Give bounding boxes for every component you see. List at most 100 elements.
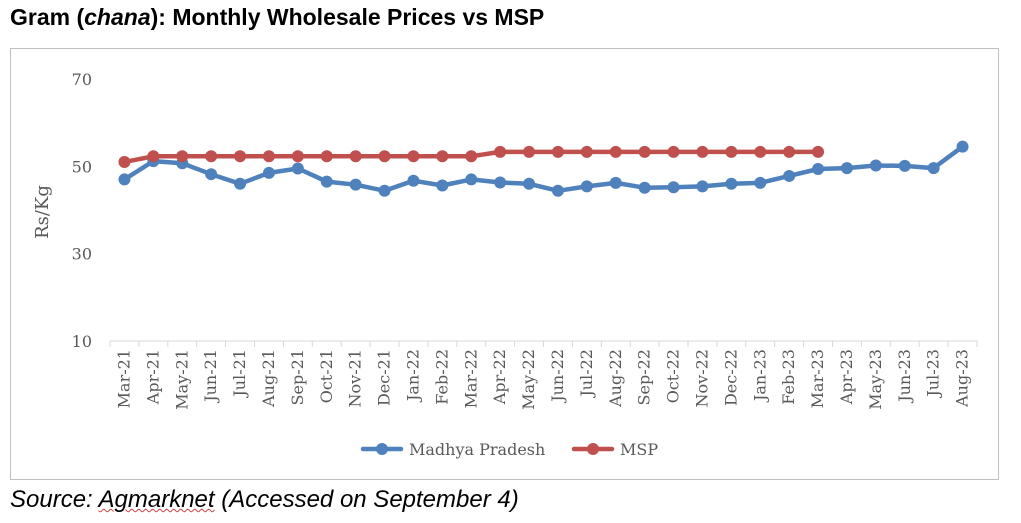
data-point bbox=[465, 173, 478, 186]
x-tick-label: Jul-22 bbox=[577, 349, 596, 399]
data-point bbox=[840, 162, 853, 175]
x-tick-label: Aug-22 bbox=[606, 349, 625, 408]
data-point bbox=[609, 145, 622, 158]
data-point bbox=[262, 166, 275, 179]
x-tick-label: Oct-22 bbox=[664, 349, 683, 403]
data-point bbox=[551, 145, 564, 158]
x-tick-label: May-21 bbox=[172, 349, 191, 410]
legend-label: Madhya Pradesh bbox=[409, 440, 545, 459]
data-point bbox=[696, 180, 709, 193]
data-point bbox=[320, 175, 333, 188]
legend-item-madhya-pradesh: Madhya Pradesh bbox=[360, 440, 545, 459]
data-point bbox=[234, 177, 247, 190]
title-suffix: ): Monthly Wholesale Prices vs MSP bbox=[150, 4, 545, 30]
x-tick-label: May-22 bbox=[519, 349, 538, 410]
legend-item-msp: MSP bbox=[571, 440, 658, 459]
series-layer bbox=[118, 140, 969, 197]
y-tick-label: 10 bbox=[72, 332, 92, 351]
data-point bbox=[147, 150, 160, 163]
x-tick-label: Sep-21 bbox=[288, 349, 307, 405]
chart-title: Gram (chana): Monthly Wholesale Prices v… bbox=[10, 4, 544, 31]
data-point bbox=[580, 180, 593, 193]
title-prefix: Gram ( bbox=[10, 4, 85, 30]
data-point bbox=[927, 162, 940, 175]
data-point bbox=[262, 150, 275, 163]
x-tick-label: Jan-22 bbox=[403, 349, 422, 403]
x-tick-label: Apr-21 bbox=[143, 349, 162, 405]
data-point bbox=[754, 176, 767, 189]
data-point bbox=[609, 176, 622, 189]
data-point bbox=[667, 145, 680, 158]
y-axis-label: Rs/Kg bbox=[32, 185, 53, 239]
x-tick-label: Dec-22 bbox=[721, 349, 740, 406]
y-tick-label: 50 bbox=[72, 157, 92, 176]
x-tick-label: Sep-22 bbox=[635, 349, 654, 405]
data-point bbox=[725, 177, 738, 190]
x-tick-labels: Mar-21 Apr-21 May-21 Jun-21 Jul-21 Aug-21 Sep-… bbox=[114, 349, 971, 410]
series-msp bbox=[118, 145, 825, 168]
data-point bbox=[407, 174, 420, 187]
x-tick-label: Nov-21 bbox=[346, 349, 365, 407]
x-tick-label: Jul-23 bbox=[924, 349, 943, 399]
x-tick-label: Jul-21 bbox=[230, 349, 249, 399]
data-point bbox=[436, 150, 449, 163]
data-point bbox=[494, 145, 507, 158]
data-point bbox=[176, 150, 189, 163]
data-point bbox=[725, 145, 738, 158]
x-tick-label: Jun-21 bbox=[201, 349, 220, 404]
x-tick-label: Nov-22 bbox=[692, 349, 711, 407]
data-point bbox=[349, 150, 362, 163]
data-point bbox=[118, 173, 131, 186]
data-point bbox=[291, 150, 304, 163]
data-point bbox=[378, 150, 391, 163]
data-point bbox=[869, 159, 882, 172]
data-point bbox=[580, 145, 593, 158]
data-point bbox=[349, 178, 362, 191]
data-point bbox=[205, 150, 218, 163]
data-point bbox=[783, 169, 796, 182]
y-tick-label: 70 bbox=[72, 70, 92, 89]
data-point bbox=[783, 145, 796, 158]
legend-label: MSP bbox=[620, 440, 658, 459]
data-point bbox=[667, 181, 680, 194]
x-tick-label: Jan-23 bbox=[750, 349, 769, 403]
source-name: Agmarknet bbox=[98, 486, 215, 513]
data-point bbox=[523, 177, 536, 190]
x-tick-label: Mar-21 bbox=[114, 349, 133, 408]
title-italic: chana bbox=[84, 4, 151, 30]
source-note: Source: Agmarknet (Accessed on September… bbox=[10, 486, 519, 514]
legend: Madhya Pradesh MSP bbox=[360, 440, 658, 459]
data-point bbox=[812, 145, 825, 158]
source-suffix: (Accessed on September 4) bbox=[214, 486, 519, 513]
x-tick-label: Aug-21 bbox=[259, 349, 278, 408]
legend-marker bbox=[587, 443, 599, 455]
series-madhya-pradesh bbox=[118, 140, 969, 197]
y-tick-label: 30 bbox=[72, 245, 92, 264]
data-point bbox=[378, 184, 391, 197]
x-tick-label: Aug-23 bbox=[953, 349, 972, 408]
data-point bbox=[956, 140, 969, 153]
x-tick-label: Apr-22 bbox=[490, 349, 509, 405]
x-tick-label: Feb-23 bbox=[779, 349, 798, 405]
y-tick-labels: 10 30 50 70 bbox=[72, 70, 92, 351]
x-tick-label: Mar-23 bbox=[808, 349, 827, 408]
data-point bbox=[320, 150, 333, 163]
data-point bbox=[118, 155, 131, 168]
x-tick-label: Apr-23 bbox=[837, 349, 856, 405]
x-tick-label: Feb-22 bbox=[432, 349, 451, 405]
data-point bbox=[696, 145, 709, 158]
data-point bbox=[638, 145, 651, 158]
legend-marker bbox=[376, 443, 388, 455]
x-tick-label: Jun-23 bbox=[895, 349, 914, 404]
data-point bbox=[638, 181, 651, 194]
x-tick-label: Mar-22 bbox=[461, 349, 480, 408]
source-prefix: Source: bbox=[10, 486, 99, 513]
data-point bbox=[494, 176, 507, 189]
data-point bbox=[551, 184, 564, 197]
data-point bbox=[205, 168, 218, 181]
x-tick-label: Jun-22 bbox=[548, 349, 567, 404]
data-point bbox=[754, 145, 767, 158]
data-point bbox=[812, 162, 825, 175]
x-tick-label: Dec-21 bbox=[375, 349, 394, 406]
